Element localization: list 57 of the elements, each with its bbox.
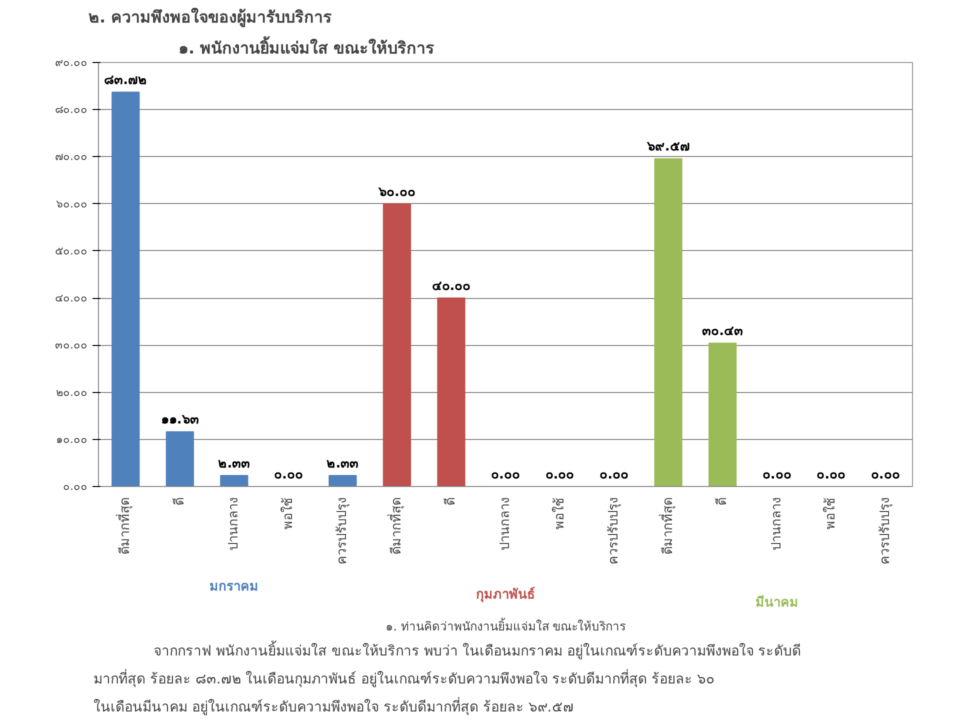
data-label: ๐.๐๐ <box>545 468 574 482</box>
data-label: ๔๐.๐๐ <box>432 279 471 294</box>
text: มีนาคม <box>755 594 798 610</box>
y-tick-label: ๐.๐๐ <box>63 480 88 493</box>
x-tick-label: พอใช้ <box>822 498 839 530</box>
y-tick-label: ๔๐.๐๐ <box>55 292 88 305</box>
text: กุมภาพันธ์ <box>476 586 535 602</box>
bar <box>220 475 248 486</box>
data-label: ๒.๓๓ <box>218 456 250 472</box>
y-tick-label: ๒๐.๐๐ <box>56 386 88 399</box>
y-tick-label: ๘๐.๐๐ <box>55 103 88 116</box>
data-label: ๐.๐๐ <box>274 468 303 482</box>
data-label: ๓๐.๔๓ <box>702 324 744 340</box>
data-label: ๐.๐๐ <box>816 468 846 482</box>
x-tick-label: ปานกลาง <box>226 498 242 550</box>
y-tick-label: ๓๐.๐๐ <box>55 338 88 352</box>
x-tick-label: ควรปรับปรุง <box>878 498 893 564</box>
text: มกราคม <box>210 580 259 594</box>
y-tick-label: ๙๐.๐๐ <box>55 56 88 69</box>
data-label: ๐.๐๐ <box>600 468 629 482</box>
data-label: ๖๙.๕๗ <box>646 140 690 155</box>
bar <box>437 298 466 486</box>
bar <box>708 342 737 486</box>
x-tick-label: ดี <box>442 498 459 506</box>
x-tick-label: ดีมากที่สุด <box>658 498 676 554</box>
x-tick-label: พอใช้ <box>551 498 568 530</box>
text: จากกราฟ พนักงานยิ้มแจ่มใส ขณะให้บริการ พบว่า ในเดือนมกราคม อยู่ในเกณฑ์ระดับความพึงพอใจ ระดับดี <box>154 640 802 660</box>
data-label: ๐.๐๐ <box>762 468 792 482</box>
data-label: ๐.๐๐ <box>870 468 900 482</box>
data-label: ๖๐.๐๐ <box>377 184 416 200</box>
x-tick-label: ควรปรับปรุง <box>606 498 622 564</box>
x-axis-title: ๑. ท่านคิดว่าพนักงานยิ้มแจ่มใส ขณะให้บริการ <box>385 618 627 634</box>
bar <box>654 158 682 486</box>
chart-subtitle: ๑. พนักงานยิ้มแจ่มใส ขณะให้บริการ <box>178 36 435 58</box>
data-label: ๐.๐๐ <box>491 468 520 482</box>
x-tick-label: ปานกลาง <box>769 498 784 550</box>
x-tick-label: ดีมากที่สุด <box>116 498 134 554</box>
chart-title: ๒. ความพึงพอใจของผู้มารับบริการ <box>88 8 332 28</box>
bar <box>328 475 357 486</box>
x-tick-label: ดี <box>714 498 730 506</box>
y-tick-label: ๖๐.๐๐ <box>56 197 88 210</box>
y-tick-label: ๗๐.๐๐ <box>55 150 88 164</box>
x-tick-label: พอใช้ <box>280 498 296 530</box>
data-label: ๒.๓๓ <box>326 456 359 472</box>
y-tick-label: ๑๐.๐๐ <box>56 432 88 446</box>
x-tick-label: ควรปรับปรุง <box>335 498 350 564</box>
x-tick-label: ดี <box>171 498 188 506</box>
bar <box>166 431 194 486</box>
x-tick-label: ดีมากที่สุด <box>387 498 404 554</box>
data-label: ๘๓.๗๒ <box>104 73 148 88</box>
y-tick-label: ๕๐.๐๐ <box>55 244 88 258</box>
data-label: ๑๑.๖๓ <box>160 412 199 428</box>
text: ในเดือนมีนาคม อยู่ในเกณฑ์ระดับความพึงพอใจ ระดับดีมากที่สุด ร้อยละ ๖๙.๕๗ <box>94 698 574 716</box>
bar <box>382 203 412 486</box>
bar <box>112 92 140 486</box>
text: มากที่สุด ร้อยละ ๘๓.๗๒ ในเดือนกุมภาพันธ์ อยู่ในเกณฑ์ระดับความพึงพอใจ ระดับดีมากที่สุด ร้อยละ ๖๐ <box>94 670 716 688</box>
x-tick-label: ปานกลาง <box>498 498 513 550</box>
